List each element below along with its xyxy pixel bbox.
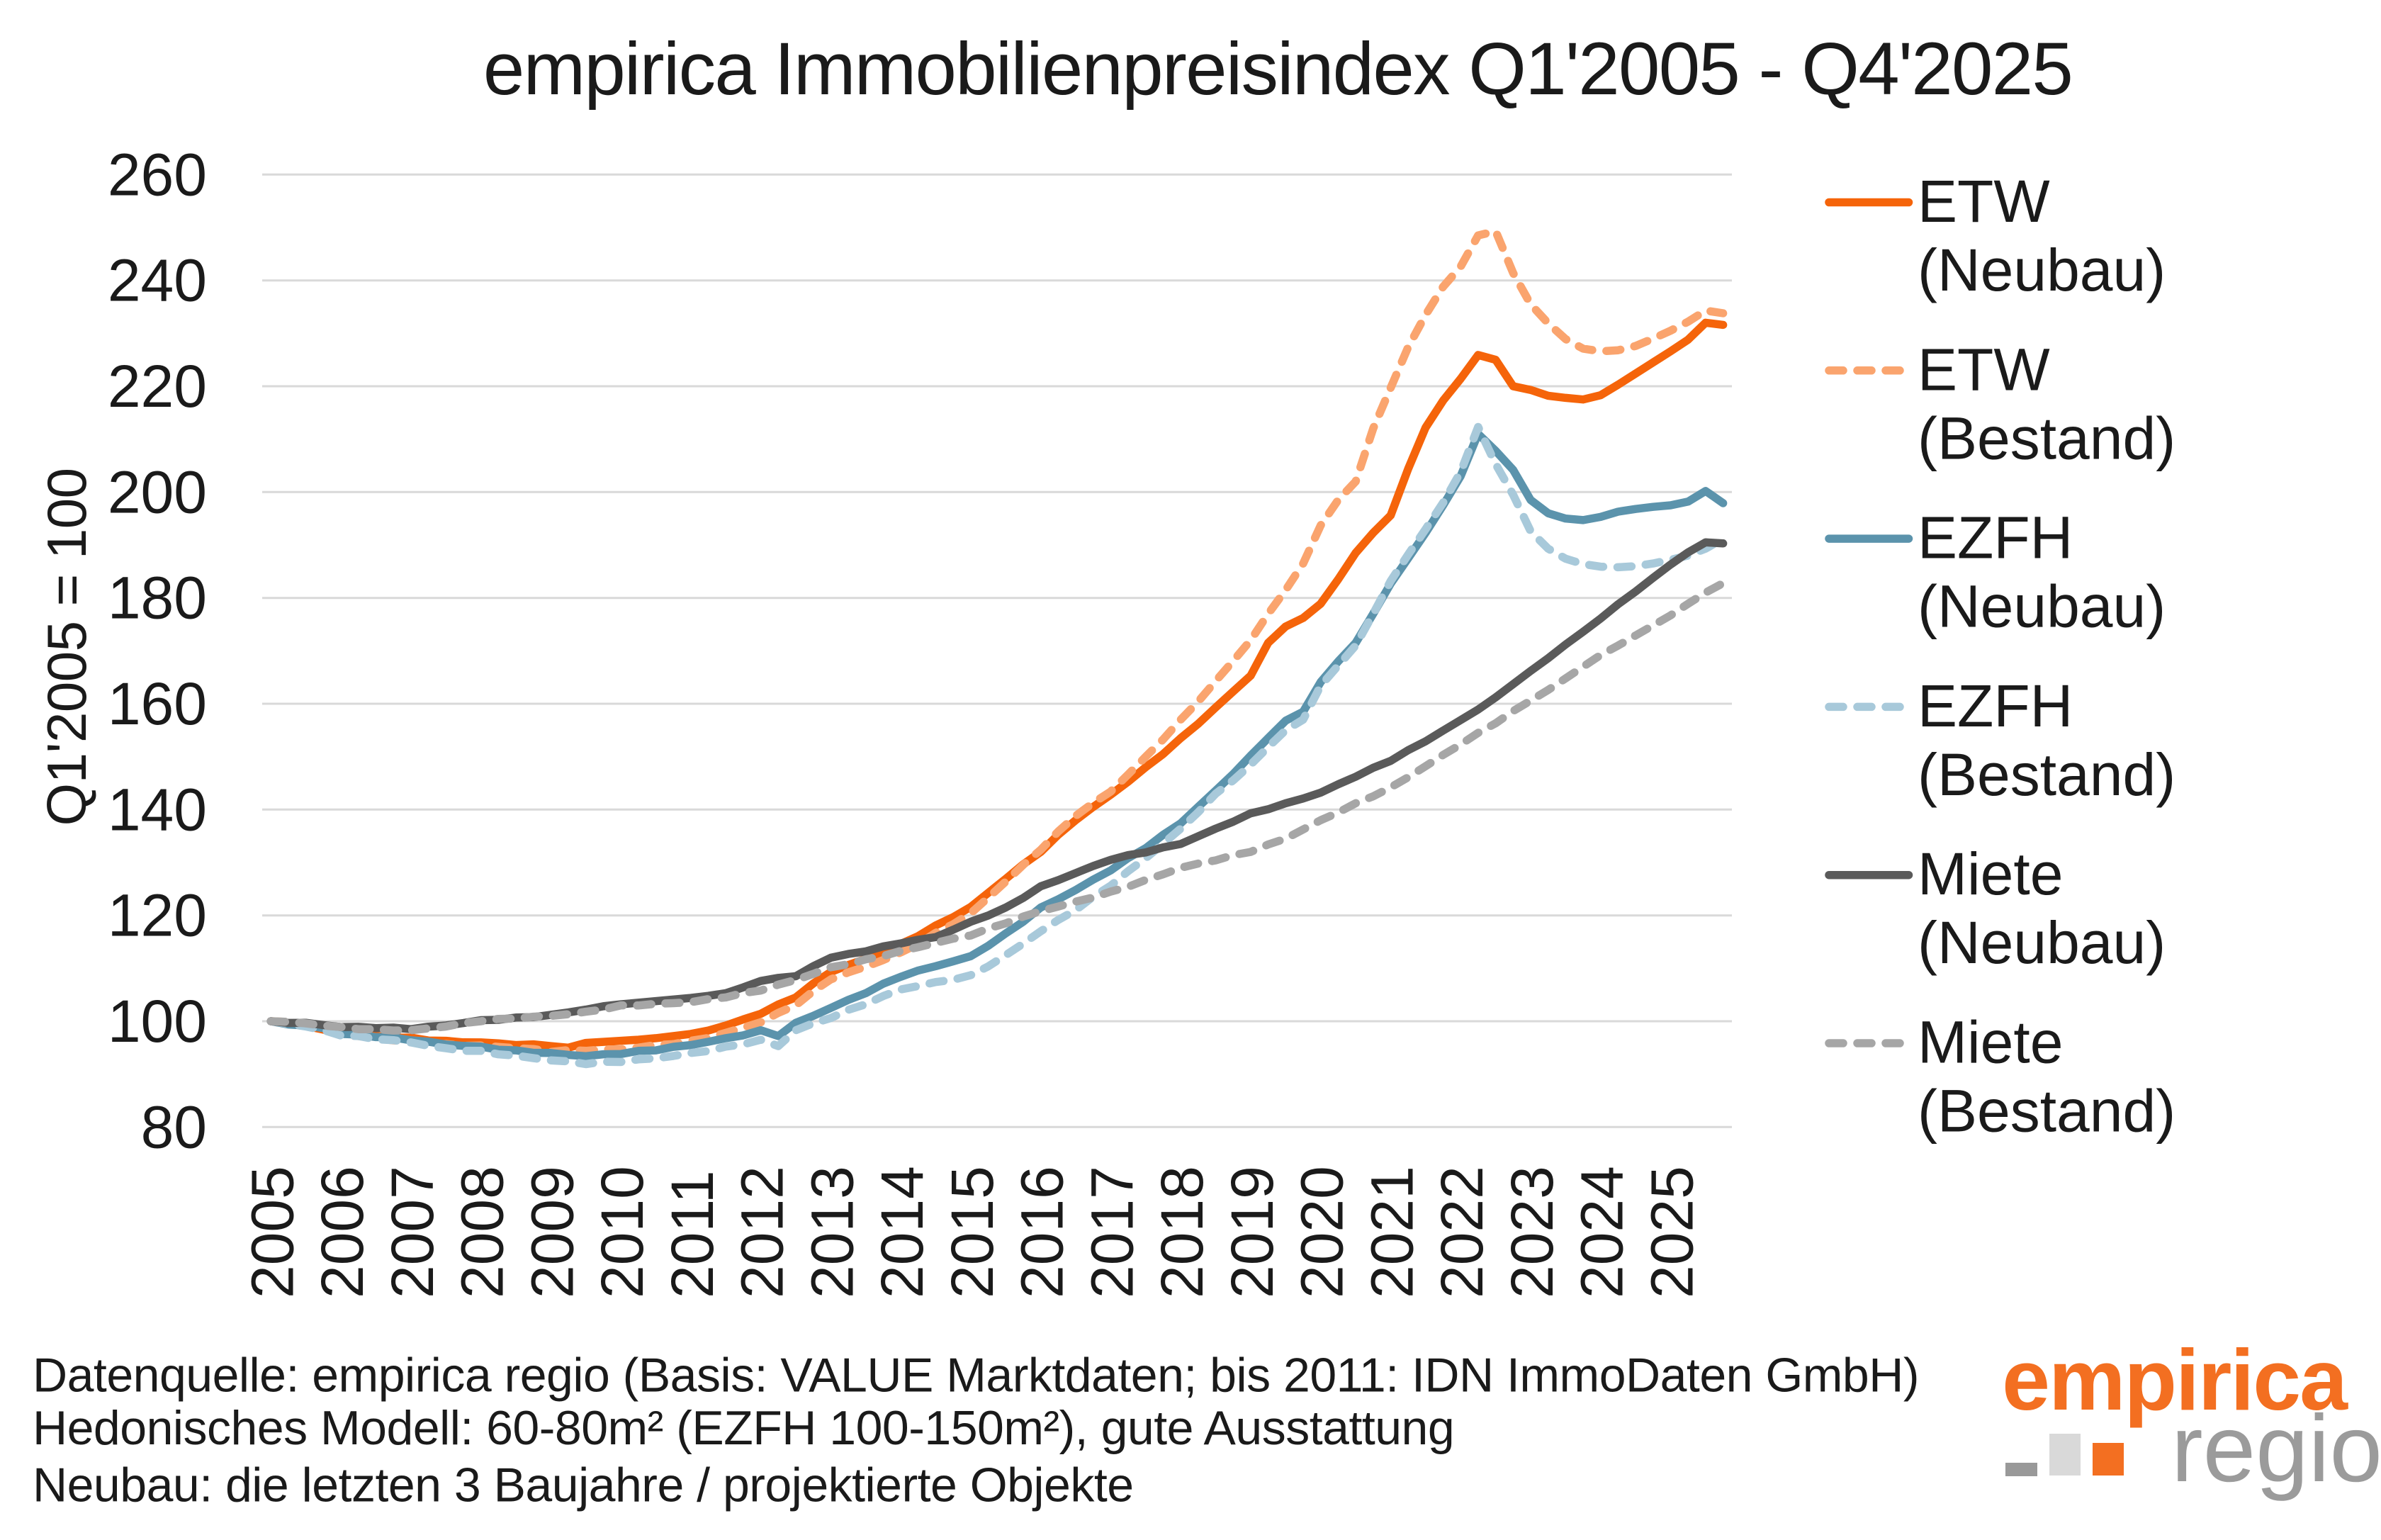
- svg-text:EZFH: EZFH: [1918, 673, 2073, 739]
- svg-text:2022: 2022: [1429, 1166, 1495, 1298]
- svg-text:2013: 2013: [799, 1166, 865, 1298]
- svg-text:80: 80: [141, 1094, 207, 1160]
- svg-text:160: 160: [108, 670, 207, 737]
- svg-text:2018: 2018: [1149, 1166, 1215, 1298]
- svg-text:ETW: ETW: [1918, 336, 2050, 403]
- svg-text:100: 100: [108, 988, 207, 1055]
- svg-text:regio: regio: [2171, 1396, 2381, 1502]
- svg-text:2008: 2008: [449, 1166, 516, 1298]
- svg-text:Miete: Miete: [1918, 841, 2063, 907]
- svg-text:2023: 2023: [1499, 1166, 1565, 1298]
- svg-text:ETW: ETW: [1918, 168, 2050, 235]
- svg-text:2019: 2019: [1219, 1166, 1285, 1298]
- svg-text:empirica Immobilienpreisindex: empirica Immobilienpreisindex Q1'2005 - …: [483, 28, 2072, 111]
- svg-text:220: 220: [108, 353, 207, 420]
- svg-text:2010: 2010: [589, 1166, 655, 1298]
- svg-text:2015: 2015: [939, 1166, 1006, 1298]
- svg-text:260: 260: [108, 141, 207, 208]
- svg-text:2005: 2005: [239, 1166, 305, 1298]
- svg-text:(Bestand): (Bestand): [1918, 741, 2175, 808]
- svg-text:2017: 2017: [1079, 1166, 1145, 1298]
- svg-text:(Neubau): (Neubau): [1918, 909, 2166, 976]
- svg-text:2024: 2024: [1569, 1166, 1636, 1298]
- svg-text:2020: 2020: [1289, 1166, 1356, 1298]
- svg-text:2007: 2007: [379, 1166, 446, 1298]
- svg-text:empirica: empirica: [2002, 1332, 2348, 1428]
- svg-text:(Neubau): (Neubau): [1918, 573, 2166, 640]
- svg-text:Datenquelle: empirica regio (B: Datenquelle: empirica regio (Basis: VALU…: [33, 1349, 1919, 1403]
- svg-text:2012: 2012: [729, 1166, 796, 1298]
- svg-text:2016: 2016: [1009, 1166, 1076, 1298]
- svg-text:200: 200: [108, 459, 207, 525]
- svg-text:240: 240: [108, 247, 207, 314]
- svg-text:Q1'2005 = 100: Q1'2005 = 100: [35, 468, 98, 826]
- svg-text:2025: 2025: [1639, 1166, 1706, 1298]
- svg-text:2021: 2021: [1359, 1166, 1426, 1298]
- svg-text:180: 180: [108, 565, 207, 631]
- svg-text:2006: 2006: [309, 1166, 376, 1298]
- svg-text:2014: 2014: [869, 1166, 935, 1298]
- svg-text:EZFH: EZFH: [1918, 505, 2073, 571]
- svg-text:Hedonisches Modell: 60-80m² (E: Hedonisches Modell: 60-80m² (EZFH 100-15…: [33, 1401, 1454, 1455]
- svg-text:140: 140: [108, 776, 207, 843]
- svg-text:(Bestand): (Bestand): [1918, 1078, 2175, 1145]
- svg-text:Neubau: die letzten 3 Baujahre: Neubau: die letzten 3 Baujahre / projekt…: [33, 1458, 1134, 1512]
- svg-text:2009: 2009: [519, 1166, 585, 1298]
- svg-text:(Bestand): (Bestand): [1918, 405, 2175, 471]
- svg-text:Miete: Miete: [1918, 1009, 2063, 1076]
- svg-text:2011: 2011: [659, 1170, 726, 1298]
- svg-text:120: 120: [108, 882, 207, 949]
- svg-text:(Neubau): (Neubau): [1918, 237, 2166, 303]
